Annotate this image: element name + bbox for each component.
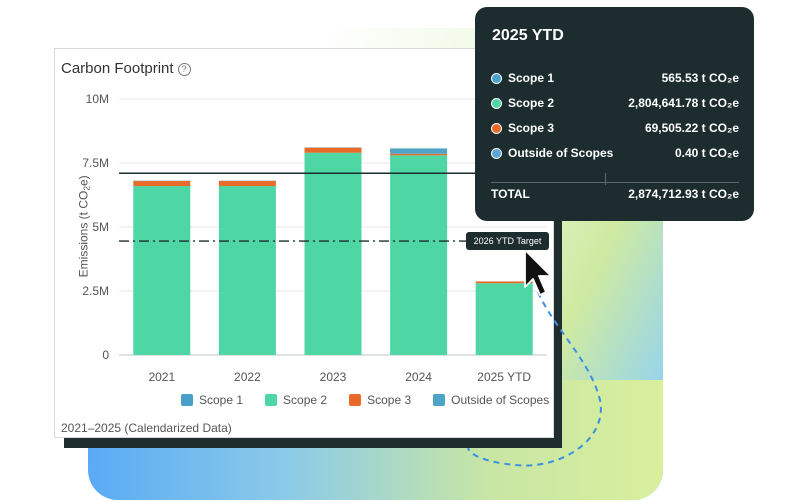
tooltip-row: Scope 3 69,505.22 t CO₂e	[491, 121, 739, 135]
legend-swatch	[181, 394, 193, 406]
tooltip-row: Scope 1 565.53 t CO₂e	[491, 71, 739, 85]
tooltip-row-label: Scope 2	[508, 96, 555, 110]
x-tick-label: 2023	[320, 370, 347, 384]
tooltip-row-value: 0.40 t CO₂e	[674, 146, 739, 160]
tooltip-row: Scope 2 2,804,641.78 t CO₂e	[491, 96, 739, 110]
chart-legend: Scope 1 Scope 2 Scope 3 Outside of Scopes	[181, 393, 549, 407]
series-dot-icon	[491, 122, 502, 134]
tooltip-row-value: 565.53 t CO₂e	[661, 71, 739, 85]
y-tick-label: 2.5M	[82, 284, 109, 298]
tooltip-separator	[491, 182, 739, 183]
tooltip-row-label: Outside of Scopes	[508, 146, 614, 160]
bar-segment	[218, 180, 276, 187]
legend-label: Outside of Scopes	[451, 393, 550, 407]
legend-item[interactable]: Scope 2	[265, 393, 327, 407]
y-axis-label: Emissions (t CO2e)	[76, 175, 92, 278]
tooltip-row-value: 69,505.22 t CO₂e	[644, 121, 739, 135]
tooltip-row-name: Scope 3	[491, 121, 554, 135]
tooltip-title: 2025 YTD	[492, 27, 564, 44]
card-title: Carbon Footprint?	[61, 60, 191, 77]
x-tick-label: 2024	[405, 370, 432, 384]
card-title-text: Carbon Footprint	[61, 60, 174, 77]
series-dot-icon	[491, 147, 502, 159]
legend-item[interactable]: Scope 1	[181, 393, 243, 407]
tooltip-total-value: 2,874,712.93 t CO₂e	[628, 187, 739, 201]
tooltip-total-row: TOTAL 2,874,712.93 t CO₂e	[491, 187, 739, 201]
tooltip-2025-ytd: 2025 YTD Scope 1 565.53 t CO₂e Scope 2 2,80…	[475, 7, 754, 221]
x-tick-label: 2025 YTD	[477, 370, 531, 384]
tooltip-row-name: Scope 1	[491, 71, 554, 85]
legend-swatch	[433, 394, 446, 406]
help-circle-icon[interactable]: ?	[177, 63, 191, 76]
y-tick-label: 10M	[86, 92, 109, 106]
legend-item[interactable]: Outside of Scopes	[433, 393, 549, 407]
bar-segment	[218, 186, 276, 355]
series-dot-icon	[491, 72, 502, 84]
legend-label: Scope 3	[367, 393, 412, 407]
tooltip-row-name: Outside of Scopes	[491, 146, 613, 160]
legend-swatch	[349, 394, 362, 406]
y-tick-label: 7.5M	[82, 156, 109, 170]
x-tick-label: 2021	[148, 370, 175, 384]
target-label: 2026 YTD Target	[466, 232, 549, 250]
legend-label: Scope 2	[283, 393, 328, 407]
y-tick-label: 0	[102, 348, 109, 362]
x-tick-label: 2022	[234, 370, 261, 384]
bar-segment	[304, 147, 362, 153]
tooltip-total-label: TOTAL	[491, 187, 530, 201]
legend-swatch	[265, 394, 278, 406]
bar-segment	[475, 281, 533, 284]
legend-item[interactable]: Scope 3	[349, 393, 411, 407]
tooltip-row-value: 2,804,641.78 t CO₂e	[628, 96, 739, 110]
series-dot-icon	[491, 97, 502, 109]
bar-segment	[390, 148, 448, 154]
footer-note: 2021–2025 (Calendarized Data)	[61, 421, 232, 435]
bar-segment	[133, 180, 191, 187]
y-tick-label: 5M	[92, 220, 109, 234]
tooltip-row-name: Scope 2	[491, 96, 554, 110]
bar-segment	[304, 152, 362, 355]
bar-segment	[133, 186, 191, 355]
bar-segment	[390, 155, 448, 355]
bar-segment	[475, 283, 533, 355]
tooltip-row-label: Scope 3	[508, 121, 555, 135]
bar-segment	[390, 153, 448, 156]
tooltip-row: Outside of Scopes 0.40 t CO₂e	[491, 146, 739, 160]
tooltip-row-label: Scope 1	[508, 71, 555, 85]
legend-label: Scope 1	[199, 393, 244, 407]
tooltip-column-divider	[605, 173, 606, 185]
